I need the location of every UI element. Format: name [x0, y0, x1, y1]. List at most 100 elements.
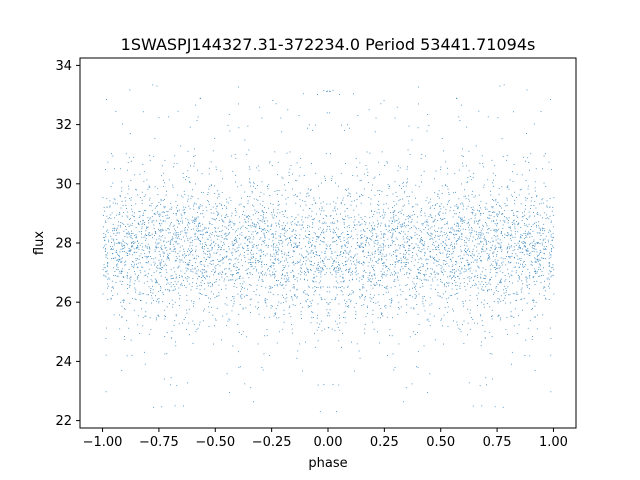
data-point	[174, 405, 176, 407]
data-point	[410, 307, 412, 309]
data-point	[273, 265, 275, 267]
data-point	[334, 230, 335, 232]
data-point	[322, 261, 324, 263]
data-point	[333, 286, 335, 288]
data-point	[220, 235, 222, 237]
data-point	[226, 201, 228, 203]
data-point	[407, 277, 409, 279]
data-point	[129, 277, 131, 279]
data-point	[253, 198, 255, 200]
data-point	[206, 295, 208, 297]
data-point	[532, 301, 534, 303]
data-point	[356, 261, 358, 263]
data-point	[326, 302, 328, 303]
data-point	[417, 268, 418, 270]
data-point	[501, 249, 503, 251]
data-point	[188, 249, 190, 251]
data-point	[516, 291, 518, 293]
data-point	[126, 272, 128, 274]
data-point	[536, 232, 538, 234]
data-point	[534, 190, 536, 192]
data-point	[439, 251, 441, 253]
data-point	[161, 230, 163, 232]
data-point	[139, 215, 141, 217]
data-point	[316, 322, 318, 324]
data-point	[105, 391, 107, 393]
data-point	[382, 263, 383, 264]
data-point	[299, 278, 301, 280]
data-point	[375, 240, 377, 241]
data-point	[250, 256, 252, 258]
data-point	[464, 241, 466, 243]
data-point	[368, 275, 370, 277]
data-point	[475, 220, 477, 222]
data-point	[544, 249, 546, 250]
data-point	[179, 233, 181, 235]
data-point	[492, 252, 493, 254]
data-point	[115, 111, 117, 112]
data-point	[344, 219, 346, 220]
data-point	[512, 171, 513, 173]
data-point	[338, 268, 339, 270]
data-point	[139, 262, 141, 264]
data-point	[473, 255, 475, 257]
data-point	[532, 336, 533, 337]
data-point	[529, 272, 530, 274]
data-point	[349, 251, 351, 253]
data-point	[329, 203, 331, 205]
data-point	[160, 203, 161, 205]
data-point	[193, 305, 194, 307]
data-point	[490, 215, 492, 217]
data-point	[207, 238, 209, 240]
data-point	[305, 204, 307, 206]
data-point	[296, 246, 298, 248]
data-point	[190, 229, 192, 230]
data-point	[202, 275, 204, 276]
data-point	[352, 279, 353, 281]
data-point	[298, 261, 299, 263]
data-point	[413, 307, 415, 309]
data-point	[113, 287, 114, 289]
data-point	[432, 243, 434, 245]
data-point	[227, 202, 229, 204]
data-point	[398, 200, 400, 202]
data-point	[474, 275, 476, 277]
data-point	[340, 281, 342, 283]
data-point	[394, 264, 396, 266]
data-point	[349, 250, 351, 252]
data-point	[521, 251, 523, 253]
data-point	[534, 222, 535, 224]
data-point	[145, 315, 147, 317]
data-point	[123, 223, 125, 225]
data-point	[459, 329, 461, 330]
data-point	[439, 218, 441, 219]
data-point	[444, 247, 446, 249]
data-point	[367, 171, 369, 173]
data-point	[187, 238, 189, 240]
data-point	[222, 257, 224, 258]
data-point	[529, 277, 531, 279]
data-point	[410, 261, 412, 263]
data-point	[184, 257, 185, 259]
data-point	[348, 188, 349, 190]
data-point	[468, 222, 470, 224]
data-point	[388, 245, 389, 246]
data-point	[291, 324, 293, 325]
data-point	[408, 203, 410, 205]
data-point	[230, 221, 231, 223]
data-point	[479, 233, 481, 235]
data-point	[160, 268, 161, 270]
data-point	[525, 218, 527, 220]
data-point	[548, 231, 550, 233]
data-point	[155, 232, 156, 234]
data-point	[231, 212, 233, 214]
data-point	[294, 295, 296, 297]
data-point	[204, 277, 205, 278]
data-point	[145, 246, 147, 248]
data-point	[356, 205, 357, 207]
data-point	[236, 230, 238, 232]
data-point	[487, 257, 489, 259]
data-point	[538, 266, 540, 268]
data-point	[259, 106, 261, 108]
data-point	[402, 268, 404, 270]
